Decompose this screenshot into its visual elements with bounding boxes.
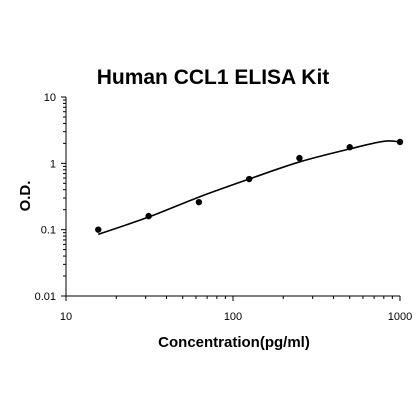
data-point [245, 175, 253, 183]
plot-area: 0.01 0.1 1 10 10 100 1000 [35, 92, 413, 323]
x-axis-label: Concentration(pg/ml) [158, 334, 310, 351]
y-axis-label: O.D. [17, 181, 34, 212]
chart-title: Human CCL1 ELISA Kit [97, 66, 330, 89]
data-point [145, 212, 152, 220]
data-point [195, 198, 203, 206]
data-point [396, 138, 404, 146]
fit-curve-line [97, 140, 401, 236]
x-tick-label: 10 [60, 311, 72, 323]
x-tick-label: 100 [224, 311, 242, 323]
y-tick-label: 1 [50, 158, 56, 170]
data-point [296, 154, 303, 162]
x-tick-label: 1000 [388, 311, 412, 323]
data-point [346, 144, 353, 151]
y-tick-label: 0.1 [41, 225, 56, 237]
y-tick-label: 10 [44, 92, 56, 104]
data-point [95, 226, 102, 233]
y-tick-label: 0.01 [35, 291, 56, 303]
